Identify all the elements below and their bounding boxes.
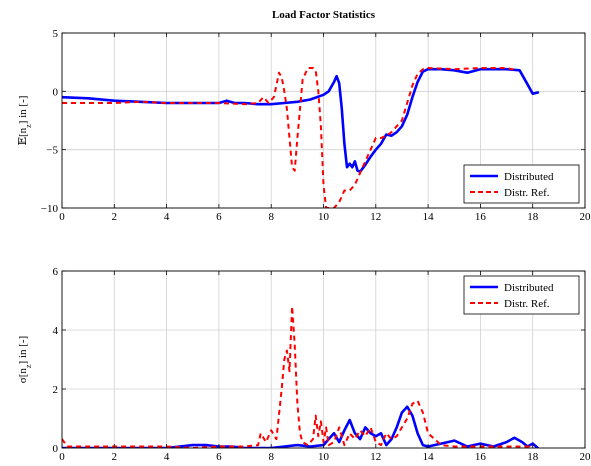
- std-load-factor-plot: 0 2 4 6 8 10 12 14 16 18 20 0 2 4 6 σ[nz] in [-] Distr…: [17, 266, 591, 463]
- mean-xtick-label-10: 20: [580, 211, 591, 223]
- std-xtick-label-8: 16: [475, 451, 487, 463]
- std-legend-label-distributed: Distributed: [504, 282, 554, 294]
- mean-ytick-label-2: 0: [53, 86, 59, 98]
- mean-xtick-label-5: 10: [318, 211, 330, 223]
- mean-xtick-label-7: 14: [423, 211, 435, 223]
- mean-xtick-label-9: 18: [527, 211, 539, 223]
- mean-legend-box: [463, 164, 580, 204]
- std-plot-series: [62, 305, 540, 448]
- std-ytick-label-2: 4: [53, 325, 59, 337]
- std-ylabel-suffix: ] in [-]: [17, 336, 29, 365]
- std-xtick-label-7: 14: [423, 451, 435, 463]
- std-xtick-label-3: 6: [216, 451, 222, 463]
- std-xtick-label-9: 18: [527, 451, 539, 463]
- std-xtick-label-10: 20: [580, 451, 591, 463]
- mean-ylabel-prefix: 𝔼[n: [17, 127, 29, 145]
- mean-xtick-label-4: 8: [268, 211, 274, 223]
- std-ytick-label-3: 6: [53, 266, 59, 278]
- mean-plot-ticks: 0 2 4 6 8 10 12 14 16 18 20 −10 −5 0 5: [41, 28, 591, 223]
- mean-ytick-label-1: −5: [46, 145, 58, 157]
- mean-xtick-label-6: 12: [370, 211, 381, 223]
- std-series-distr-ref: [62, 305, 533, 448]
- std-ytick-label-0: 0: [53, 443, 59, 455]
- mean-legend-label-distr-ref: Distr. Ref.: [504, 187, 550, 199]
- std-xtick-label-6: 12: [370, 451, 381, 463]
- mean-series-distr-ref: [62, 67, 518, 208]
- mean-ylabel-suffix: ] in [-]: [17, 96, 29, 125]
- std-ylabel-sub: z: [24, 364, 33, 368]
- mean-ylabel-sub: z: [24, 124, 33, 128]
- std-plot-ticks: 0 2 4 6 8 10 12 14 16 18 20 0 2 4 6: [53, 266, 591, 463]
- std-xtick-label-1: 2: [112, 451, 118, 463]
- mean-plot-ylabel: 𝔼[nz] in [-]: [17, 96, 33, 146]
- mean-ytick-label-0: −10: [41, 203, 59, 215]
- mean-xtick-label-0: 0: [59, 211, 65, 223]
- mean-xtick-label-8: 16: [475, 211, 487, 223]
- mean-series-distributed: [62, 67, 540, 174]
- std-plot-ylabel: σ[nz] in [-]: [17, 336, 33, 383]
- std-legend-box: [463, 275, 580, 315]
- std-xtick-label-2: 4: [164, 451, 170, 463]
- chart-title: Load Factor Statistics: [272, 9, 376, 21]
- std-ytick-label-1: 2: [53, 384, 59, 396]
- mean-xtick-label-1: 2: [112, 211, 118, 223]
- std-plot-legend: Distributed Distr. Ref.: [463, 275, 580, 315]
- std-xtick-label-4: 8: [268, 451, 274, 463]
- std-xtick-label-5: 10: [318, 451, 330, 463]
- mean-ytick-label-3: 5: [53, 28, 59, 40]
- mean-legend-label-distributed: Distributed: [504, 171, 554, 183]
- mean-plot-legend: Distributed Distr. Ref.: [463, 164, 580, 204]
- std-ylabel-prefix: σ[n: [17, 368, 29, 384]
- std-xtick-label-0: 0: [59, 451, 65, 463]
- mean-load-factor-plot: 0 2 4 6 8 10 12 14 16 18 20 −10 −5 0 5 𝔼[nz] in [-] Di…: [17, 28, 591, 223]
- mean-plot-series: [62, 67, 540, 208]
- mean-xtick-label-2: 4: [164, 211, 170, 223]
- std-legend-label-distr-ref: Distr. Ref.: [504, 298, 550, 310]
- mean-xtick-label-3: 6: [216, 211, 222, 223]
